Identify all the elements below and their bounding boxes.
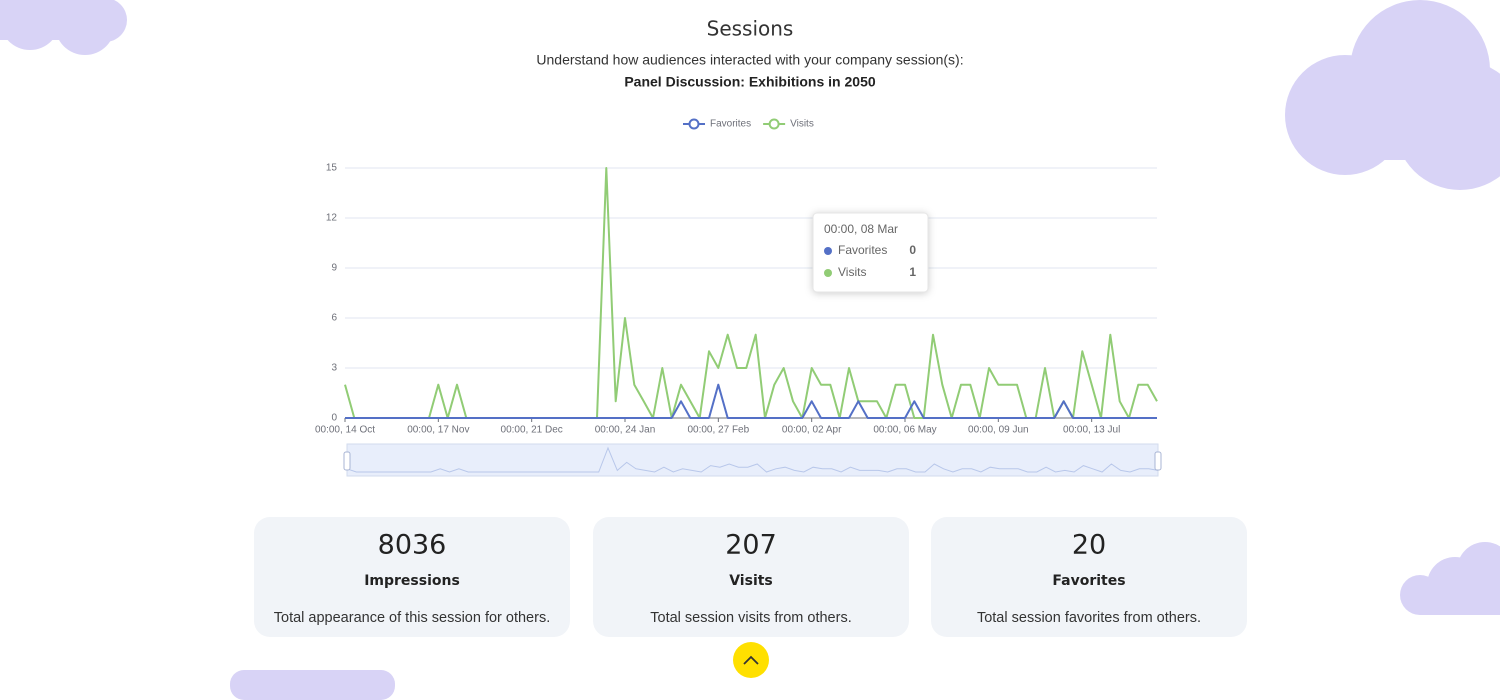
stat-value: 207 — [725, 530, 777, 561]
stat-card-bg — [254, 517, 570, 637]
y-tick-label: 15 — [326, 163, 338, 174]
cloud — [1400, 542, 1500, 615]
stat-description: Total session visits from others. — [650, 610, 851, 626]
legend-item: Favorites — [683, 118, 751, 130]
chart: 0 3 6 9 12 15 00:00, 14 Oct 00:00, 17 Nov 00:00,… — [315, 118, 1162, 477]
zoom-preview — [346, 446, 1159, 473]
tooltip: 00:00, 08 Mar Favorites 0 Visits 1 — [812, 212, 929, 293]
cloud — [0, 0, 127, 55]
legend-label: Favorites — [710, 119, 751, 130]
tooltip-title: 00:00, 08 Mar — [824, 222, 898, 236]
stat-card-bg — [593, 517, 909, 637]
stat-value: 8036 — [378, 530, 447, 561]
legend-item: Visits — [763, 118, 814, 130]
legend-symbol — [688, 118, 700, 130]
x-tick-label: 00:00, 17 Nov — [407, 425, 469, 436]
stat-card: 20 Favorites Total session favorites from … — [931, 517, 1247, 637]
stat-label: Favorites — [1052, 573, 1125, 589]
x-tick-label: 00:00, 02 Apr — [782, 425, 842, 436]
tooltip-value: 1 — [909, 265, 916, 279]
subtitle: Understand how audiences interacted with… — [536, 52, 963, 68]
stat-description: Total appearance of this session for oth… — [274, 610, 550, 626]
scroll-top-button[interactable] — [733, 642, 769, 678]
legend-label: Visits — [790, 119, 814, 130]
stat-value: 20 — [1072, 530, 1106, 561]
tooltip-dot — [824, 247, 832, 255]
x-tick-label: 00:00, 06 May — [873, 425, 936, 436]
stat-description: Total session favorites from others. — [977, 610, 1201, 626]
stat-card: 207 Visits Total session visits from other… — [593, 517, 909, 637]
stat-card: 8036 Impressions Total appearance of this … — [254, 517, 570, 637]
zoom-handle — [1154, 451, 1162, 471]
zoom-track — [346, 443, 1159, 477]
y-tick-label: 6 — [331, 313, 337, 324]
y-tick-label: 0 — [331, 413, 337, 424]
y-tick-label: 3 — [331, 363, 337, 374]
tooltip-label: Favorites — [838, 243, 887, 257]
series-line — [345, 383, 1157, 419]
session-name: Panel Discussion: Exhibitions in 2050 — [624, 74, 876, 90]
x-tick-label: 00:00, 21 Dec — [501, 425, 563, 436]
x-tick-label: 00:00, 27 Feb — [687, 425, 749, 436]
x-tick-label: 00:00, 13 Jul — [1063, 425, 1120, 436]
stat-card-bg — [931, 517, 1247, 637]
tooltip-box — [812, 212, 929, 293]
x-tick-label: 00:00, 24 Jan — [595, 425, 656, 436]
tooltip-value: 0 — [909, 243, 916, 257]
stat-label: Visits — [729, 573, 773, 589]
y-tick-label: 12 — [326, 213, 338, 224]
x-tick-label: 00:00, 14 Oct — [315, 425, 375, 436]
y-tick-label: 9 — [331, 263, 337, 274]
cloud — [230, 670, 395, 700]
cloud — [1285, 0, 1500, 190]
legend-symbol — [768, 118, 780, 130]
tooltip-dot — [824, 269, 832, 277]
tooltip-label: Visits — [838, 265, 866, 279]
zoom-handle — [343, 451, 351, 471]
page-title: Sessions — [707, 17, 794, 41]
x-tick-label: 00:00, 09 Jun — [968, 425, 1029, 436]
stat-label: Impressions — [364, 573, 460, 589]
series-line — [344, 167, 1158, 419]
